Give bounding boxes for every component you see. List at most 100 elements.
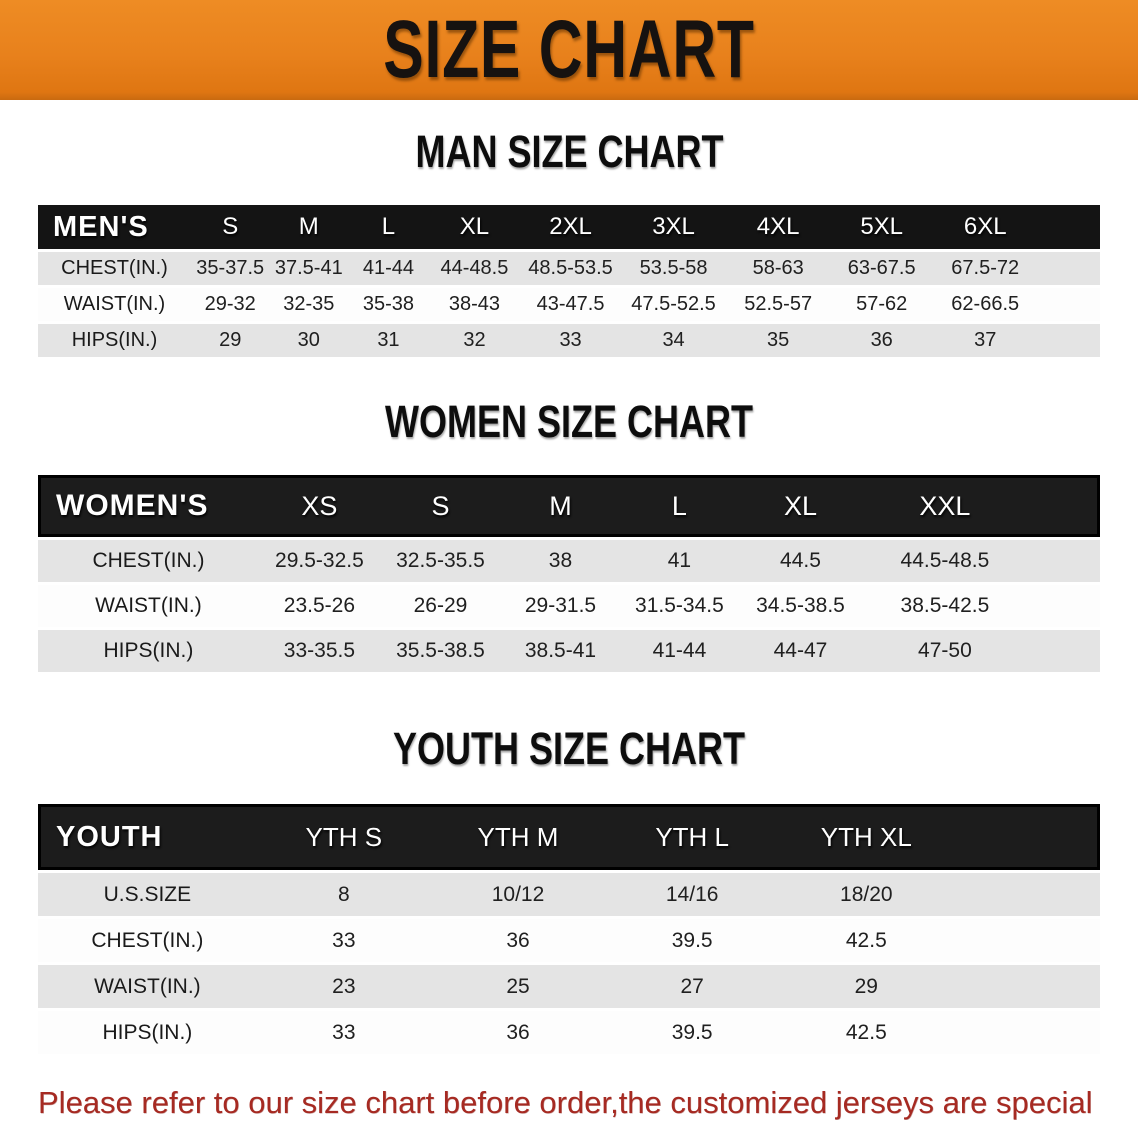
measurement-value-cell: 36: [506, 1020, 530, 1044]
filler-cell: [1037, 205, 1100, 249]
measurement-value-cell: 44.5-48.5: [900, 549, 990, 572]
measurement-value-cell: 33-35.5: [283, 639, 356, 662]
measurement-value-cell: 42.5: [845, 1020, 887, 1044]
youth-section-heading: YOUTH SIZE CHART: [0, 723, 1138, 775]
size-chart-banner: SIZE CHART: [0, 0, 1138, 100]
youth-section-heading-text: YOUTH SIZE CHART: [392, 723, 745, 774]
filler-cell: [1028, 585, 1100, 627]
measurement-row: CHEST(IN.) 35-37.5 37.5-41 41-44 44-48.5 48.5…: [38, 252, 1100, 285]
size-column-header: S: [190, 205, 270, 249]
measurement-value-cell: 58-63: [752, 257, 804, 279]
size-column-header: L: [348, 205, 429, 249]
measurement-value-cell: 34.5-38.5: [756, 594, 845, 617]
size-column-header: XS: [258, 475, 380, 537]
measurement-value-cell: 30: [297, 329, 320, 351]
measurement-row: U.S.SIZE 8 10/12 14/16 18/20: [38, 873, 1100, 916]
filler-cell: [953, 873, 1100, 916]
filler-cell: [953, 1011, 1100, 1054]
filler-cell: [953, 919, 1100, 962]
measurement-value-cell: 43-47.5: [536, 293, 605, 315]
men-section-heading: MAN SIZE CHART: [0, 126, 1138, 178]
measurement-value-cell: 39.5: [671, 928, 713, 952]
disclaimer-line-1: Please refer to our size chart before or…: [38, 1085, 1093, 1120]
measurement-value-cell: 41-44: [362, 257, 415, 279]
row-label: HIPS(IN.): [71, 329, 158, 351]
measurement-value-cell: 26-29: [413, 594, 468, 617]
size-column-header: YTH S: [256, 804, 431, 870]
measurement-row: HIPS(IN.) 29 30 31 32 33 34 35 36 37: [38, 324, 1100, 357]
measurement-value-cell: 38-43: [448, 293, 501, 315]
measurement-value-cell: 33: [559, 329, 582, 351]
row-label: U.S.SIZE: [103, 882, 192, 906]
measurement-row: CHEST(IN.) 33 36 39.5 42.5: [38, 919, 1100, 962]
measurement-value-cell: 35-38: [362, 293, 415, 315]
measurement-value-cell: 47.5-52.5: [631, 293, 716, 315]
measurement-value-cell: 25: [506, 974, 530, 998]
measurement-value-cell: 27: [680, 974, 704, 998]
size-column-header: S: [379, 475, 502, 537]
measurement-value-cell: 10/12: [491, 882, 545, 906]
women-size-table: WOMEN'S XS S M L XL XXL CHEST(IN.) 29.5-32.5 32.5…: [38, 472, 1100, 675]
size-column-header: YTH M: [430, 804, 606, 870]
measurement-value-cell: 23.5-26: [283, 594, 356, 617]
measurement-row: WAIST(IN.) 23 25 27 29: [38, 965, 1100, 1008]
filler-cell: [1027, 475, 1100, 537]
size-column-header: XL: [738, 475, 863, 537]
row-label: CHEST(IN.): [92, 549, 205, 572]
measurement-value-cell: 38: [548, 549, 573, 572]
table-header-row: MEN'S S M L XL 2XL 3XL 4XL 5XL 6XL: [38, 205, 1100, 249]
measurement-value-cell: 62-66.5: [951, 293, 1020, 315]
men-section-heading-text: MAN SIZE CHART: [414, 126, 723, 177]
measurement-value-cell: 29: [854, 974, 878, 998]
table-header-row: YOUTH YTH S YTH M YTH L YTH XL: [38, 804, 1100, 870]
size-column-header: 5XL: [830, 205, 934, 249]
measurement-value-cell: 32-35: [283, 293, 335, 315]
measurement-value-cell: 35: [767, 329, 790, 351]
measurement-value-cell: 57-62: [856, 293, 908, 315]
measurement-value-cell: 39.5: [671, 1020, 713, 1044]
size-column-header: YTH L: [605, 804, 780, 870]
measurement-value-cell: 34: [662, 329, 685, 351]
size-column-header: L: [619, 475, 739, 537]
measurement-row: WAIST(IN.) 29-32 32-35 35-38 38-43 43-47.5 47.…: [38, 288, 1100, 321]
filler-cell: [953, 965, 1100, 1008]
measurement-value-cell: 44-47: [773, 639, 828, 662]
filler-cell: [1037, 324, 1100, 357]
measurement-value-cell: 44.5: [780, 549, 821, 572]
row-label: CHEST(IN.): [61, 257, 168, 279]
size-column-header: M: [501, 475, 620, 537]
measurement-value-cell: 36: [870, 329, 893, 351]
measurement-value-cell: 35.5-38.5: [396, 639, 485, 662]
measurement-value-cell: 47-50: [918, 639, 972, 662]
women-section-heading-text: WOMEN SIZE CHART: [384, 396, 753, 447]
measurement-value-cell: 38.5-41: [524, 639, 597, 662]
measurement-value-cell: 29: [219, 329, 242, 351]
size-column-header: XXL: [862, 475, 1028, 537]
row-label: HIPS(IN.): [102, 1020, 193, 1044]
women-section-heading: WOMEN SIZE CHART: [0, 396, 1138, 448]
measurement-value-cell: 31.5-34.5: [635, 594, 724, 617]
table-header-row: WOMEN'S XS S M L XL XXL: [38, 475, 1100, 537]
measurement-value-cell: 36: [506, 928, 530, 952]
filler-cell: [1037, 288, 1100, 321]
measurement-value-cell: 52.5-57: [744, 293, 813, 315]
measurement-value-cell: 41: [667, 549, 692, 572]
measurement-value-cell: 48.5-53.5: [528, 257, 613, 279]
measurement-value-cell: 18/20: [840, 882, 893, 906]
table-title-cell: YOUTH: [38, 804, 257, 870]
measurement-value-cell: 29-31.5: [524, 594, 597, 617]
size-column-header: 4XL: [726, 205, 831, 249]
measurement-value-cell: 31: [377, 329, 400, 351]
size-column-header: YTH XL: [779, 804, 954, 870]
measurement-row: WAIST(IN.) 23.5-26 26-29 29-31.5 31.5-34.5 34…: [38, 585, 1100, 627]
table-title-cell: MEN'S: [38, 205, 191, 249]
measurement-value-cell: 14/16: [665, 882, 719, 906]
measurement-value-cell: 37.5-41: [274, 257, 343, 279]
measurement-value-cell: 41-44: [652, 639, 707, 662]
measurement-value-cell: 38.5-42.5: [900, 594, 990, 617]
size-column-header: 3XL: [621, 205, 727, 249]
measurement-value-cell: 42.5: [845, 928, 887, 952]
measurement-row: HIPS(IN.) 33 36 39.5 42.5: [38, 1011, 1100, 1054]
filler-cell: [1028, 630, 1100, 672]
disclaimer-note: Please refer to our size chart before or…: [38, 1079, 1108, 1132]
